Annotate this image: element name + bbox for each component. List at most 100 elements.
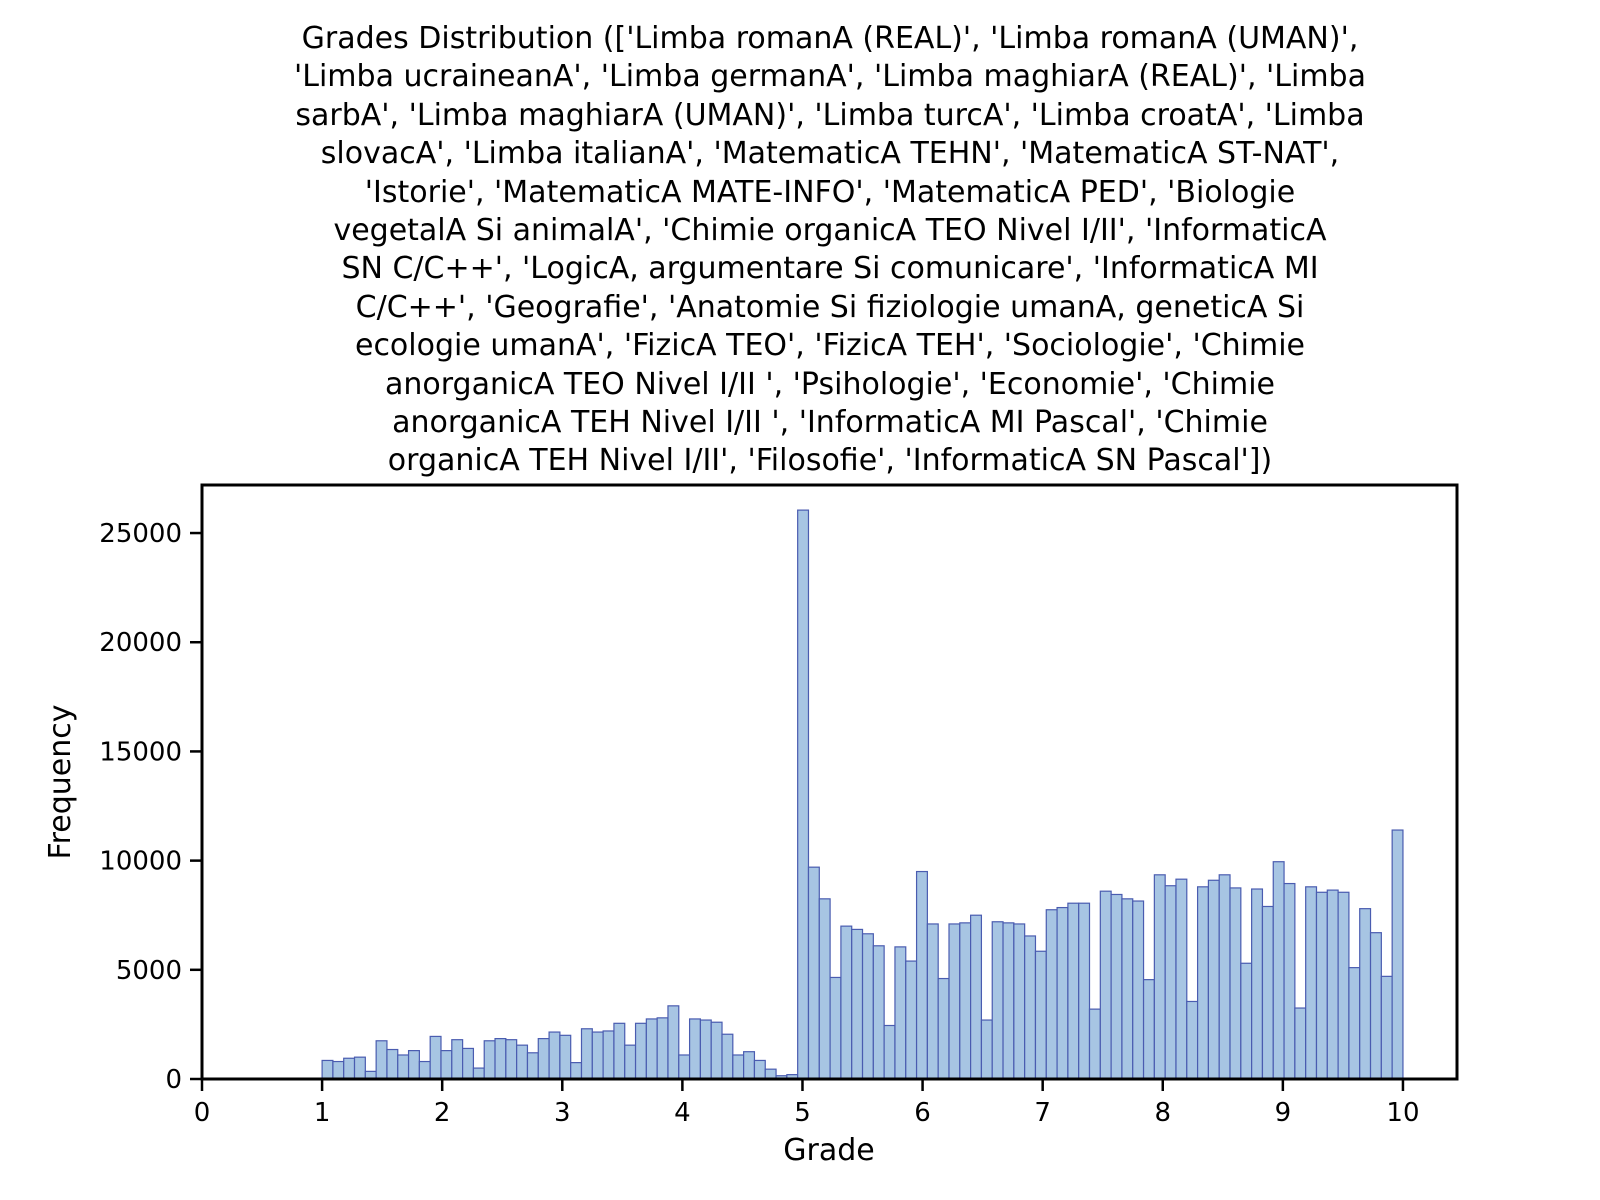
histogram-bar bbox=[840, 925, 853, 1080]
histogram-bar bbox=[1305, 886, 1318, 1080]
histogram-bar bbox=[602, 1030, 615, 1080]
histogram-bar bbox=[959, 922, 972, 1080]
histogram-bar bbox=[1283, 882, 1296, 1080]
chart-title: Grades Distribution (['Limba romanA (REA… bbox=[294, 21, 1366, 479]
histogram-bar bbox=[559, 1034, 572, 1080]
histogram-bar bbox=[526, 1052, 539, 1080]
histogram-bar bbox=[1013, 923, 1026, 1080]
histogram-bar bbox=[634, 1022, 647, 1080]
histogram-bar bbox=[645, 1018, 658, 1080]
histogram-bar bbox=[1067, 902, 1080, 1080]
x-tick-label: 5 bbox=[794, 1098, 811, 1128]
histogram-bar bbox=[915, 870, 928, 1080]
histogram-bar bbox=[688, 1018, 702, 1080]
x-axis: 0 1 2 3 4 5 6 7 8 9 10 bbox=[194, 1079, 1420, 1128]
x-tick-label: 9 bbox=[1275, 1098, 1292, 1128]
histogram-bar bbox=[613, 1022, 626, 1080]
histogram-bar bbox=[472, 1067, 485, 1080]
histogram-bar bbox=[861, 933, 874, 1080]
x-tick-label: 6 bbox=[914, 1098, 931, 1128]
histogram-bar bbox=[829, 976, 842, 1080]
y-tick-label: 15000 bbox=[99, 737, 182, 767]
histogram-bar bbox=[699, 1019, 712, 1080]
plot-frame bbox=[200, 483, 1459, 1081]
x-tick-label: 7 bbox=[1034, 1098, 1051, 1128]
histogram-bar bbox=[429, 1035, 442, 1080]
histogram-bar bbox=[1261, 905, 1274, 1080]
histogram-bar bbox=[332, 1060, 345, 1080]
histogram-bar bbox=[1391, 829, 1404, 1080]
histogram-bar bbox=[948, 923, 961, 1080]
histogram-bar bbox=[678, 1054, 691, 1080]
x-axis-label: Grade bbox=[783, 1133, 874, 1168]
histogram-bar bbox=[580, 1028, 593, 1080]
histogram-bar bbox=[721, 1033, 734, 1080]
histogram-bar bbox=[375, 1040, 388, 1080]
histogram-bar bbox=[386, 1048, 399, 1080]
y-axis-label: Frequency bbox=[43, 705, 78, 860]
histogram-bar bbox=[570, 1062, 583, 1080]
histogram-bar bbox=[1240, 962, 1253, 1080]
histogram-bar bbox=[753, 1059, 766, 1080]
histogram-bar bbox=[851, 928, 864, 1080]
x-tick-label: 8 bbox=[1154, 1098, 1171, 1128]
histogram-bar bbox=[418, 1060, 431, 1080]
histogram-bar bbox=[743, 1051, 756, 1080]
histogram-bar bbox=[883, 1024, 896, 1080]
histogram-bar bbox=[732, 1054, 745, 1080]
histogram-bar bbox=[1359, 908, 1372, 1080]
histogram-bar bbox=[1326, 889, 1339, 1080]
histogram-bar bbox=[451, 1039, 464, 1080]
histogram-bar bbox=[494, 1037, 507, 1080]
histogram-bar bbox=[321, 1059, 334, 1080]
histogram-bar bbox=[1272, 861, 1285, 1080]
histogram-bar bbox=[591, 1031, 604, 1080]
histogram-bar bbox=[1229, 887, 1242, 1080]
histogram-bar bbox=[483, 1040, 496, 1080]
histogram-bar bbox=[548, 1031, 561, 1080]
histogram-bar bbox=[516, 1044, 529, 1080]
histogram-bars bbox=[321, 509, 1404, 1080]
histogram-bar bbox=[1164, 885, 1177, 1080]
histogram-bar bbox=[1369, 932, 1382, 1080]
histogram-bar bbox=[505, 1039, 518, 1080]
histogram-bar bbox=[818, 898, 831, 1080]
histogram-bar bbox=[1078, 902, 1091, 1080]
x-tick-label: 0 bbox=[194, 1098, 211, 1128]
x-tick-label: 2 bbox=[434, 1098, 451, 1128]
histogram-bar bbox=[1251, 888, 1264, 1080]
histogram-bar bbox=[1024, 935, 1037, 1080]
histogram-bar bbox=[1142, 979, 1155, 1080]
x-tick-label: 3 bbox=[554, 1098, 571, 1128]
histogram-bar bbox=[980, 1019, 993, 1080]
histogram-bar bbox=[1110, 893, 1123, 1080]
y-tick-label: 5000 bbox=[116, 956, 182, 986]
histogram-bar bbox=[1207, 879, 1220, 1080]
y-tick-label: 25000 bbox=[99, 519, 182, 549]
histogram-bar bbox=[807, 866, 820, 1080]
histogram-bar bbox=[667, 1005, 680, 1080]
histogram-bar bbox=[1186, 1000, 1199, 1080]
histogram-bar bbox=[1380, 975, 1393, 1080]
histogram-bar bbox=[1175, 878, 1188, 1080]
histogram-bar bbox=[1056, 906, 1069, 1080]
x-tick-label: 1 bbox=[314, 1098, 331, 1128]
histogram-bar bbox=[905, 960, 918, 1080]
histogram-bar bbox=[1348, 967, 1361, 1080]
histogram-bar bbox=[797, 509, 810, 1080]
histogram-bar bbox=[926, 923, 939, 1080]
y-tick-label: 0 bbox=[165, 1065, 182, 1095]
histogram-bar bbox=[1099, 890, 1112, 1080]
histogram-bar bbox=[397, 1054, 410, 1080]
histogram-bar bbox=[440, 1050, 453, 1080]
histogram-bar bbox=[353, 1056, 366, 1080]
histogram-bar bbox=[1337, 891, 1350, 1080]
x-tick-label: 10 bbox=[1386, 1098, 1419, 1128]
histogram-bar bbox=[894, 946, 907, 1080]
histogram-bar bbox=[1196, 886, 1209, 1080]
histogram-bar bbox=[624, 1044, 637, 1080]
y-axis: 0 5000 10000 15000 20000 25000 bbox=[99, 519, 202, 1095]
histogram-bar bbox=[462, 1047, 475, 1080]
histogram-bar bbox=[1002, 922, 1015, 1080]
